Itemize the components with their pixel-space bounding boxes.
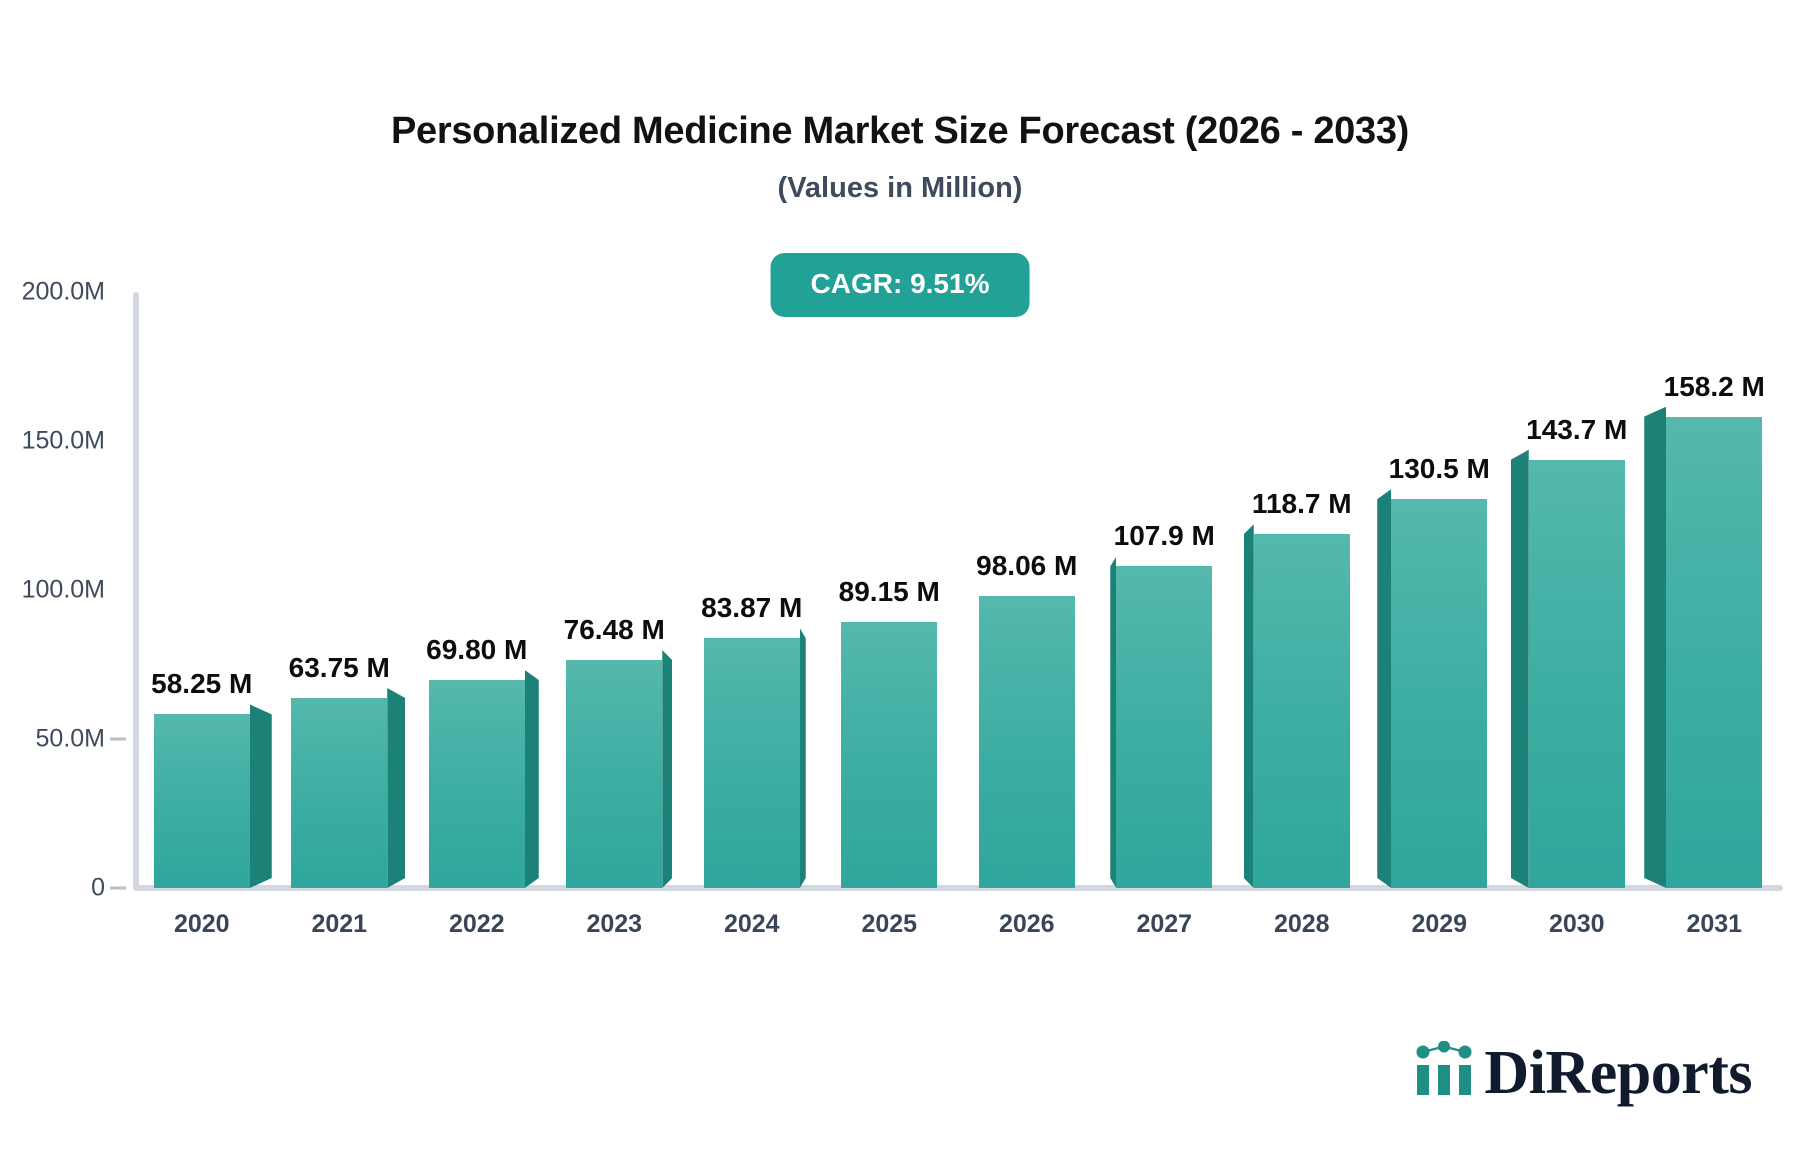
bar-side-face — [1110, 556, 1116, 888]
bar-value-label: 158.2 M — [1663, 370, 1765, 402]
bar-side-face — [250, 704, 272, 888]
x-tick-label-2031: 2031 — [1686, 910, 1743, 938]
bar-2029[interactable] — [1391, 499, 1488, 888]
bar-2023[interactable] — [566, 660, 662, 888]
bar-front-face — [566, 660, 663, 888]
bar-2026[interactable] — [978, 595, 1075, 888]
y-tick-label: 150.0M — [21, 426, 105, 455]
bar-value-label: 118.7 M — [1251, 488, 1352, 520]
y-tick-label: 200.0M — [21, 277, 105, 306]
bar-side-face — [800, 628, 806, 888]
bar-value-label: 130.5 M — [1388, 453, 1490, 485]
bar-2030[interactable] — [1529, 460, 1625, 888]
bar-value-label: 89.15 M — [838, 576, 940, 608]
bar-2025[interactable] — [841, 622, 938, 888]
bar-value-label: 58.25 M — [151, 668, 253, 700]
y-axis-line — [133, 292, 139, 888]
x-tick-label-2023: 2023 — [586, 910, 643, 938]
logo-text: DiReports — [1484, 1038, 1752, 1107]
bar-side-face — [662, 650, 672, 888]
y-tick-label: 100.0M — [21, 575, 105, 604]
x-tick-label-2020: 2020 — [173, 910, 230, 938]
x-tick-label-2022: 2022 — [448, 910, 505, 938]
bar-2021[interactable] — [291, 698, 387, 888]
bar-front-face — [1666, 416, 1763, 888]
y-tick-mark — [110, 886, 126, 890]
bar-side-face — [1377, 489, 1391, 888]
bar-side-face — [525, 670, 539, 888]
bar-2031[interactable] — [1666, 416, 1763, 888]
bar-front-face — [1528, 459, 1625, 888]
bar-value-label: 63.75 M — [288, 652, 390, 684]
bar-value-label: 107.9 M — [1113, 520, 1215, 552]
bar-front-face — [291, 698, 388, 888]
x-tick-label-2025: 2025 — [861, 910, 918, 938]
direports-logo: DiReports — [1414, 1038, 1752, 1107]
bar-front-face — [428, 680, 525, 888]
bar-2022[interactable] — [428, 680, 525, 888]
bar-value-label: 69.80 M — [426, 634, 528, 665]
x-tick-label-2027: 2027 — [1136, 910, 1193, 938]
x-tick-label-2029: 2029 — [1411, 910, 1468, 938]
bar-front-face — [703, 638, 800, 888]
bars-layer: 58.25 M 63.75 M 69.80 M 76.48 M 83.87 M 89.15… — [133, 0, 1783, 1156]
x-tick-label-2021: 2021 — [311, 910, 368, 938]
bar-2027[interactable] — [1116, 566, 1213, 888]
bar-value-label: 143.7 M — [1526, 413, 1628, 445]
cagr-badge: CAGR: 9.51% — [770, 253, 1030, 317]
bar-2024[interactable] — [703, 638, 800, 888]
bar-side-face — [1244, 524, 1254, 888]
bar-value-label: 83.87 M — [701, 592, 803, 624]
y-tick-label: 50.0M — [35, 724, 105, 753]
bar-side-face — [387, 688, 405, 888]
y-tick-label: 0 — [91, 873, 105, 902]
bar-front-face — [1116, 566, 1213, 888]
chart-subtitle: (Values in Million) — [777, 172, 1023, 204]
bar-front-face — [1391, 499, 1488, 888]
bar-2020[interactable] — [153, 714, 250, 888]
bar-chart-logo-icon — [1414, 1040, 1476, 1104]
x-tick-label-2028: 2028 — [1273, 910, 1330, 938]
x-tick-label-2030: 2030 — [1548, 910, 1605, 938]
x-tick-label-2026: 2026 — [998, 910, 1055, 938]
bar-side-face — [1644, 407, 1666, 888]
bar-value-label: 76.48 M — [563, 614, 665, 646]
bar-2028[interactable] — [1254, 534, 1350, 888]
x-axis-line — [133, 885, 1783, 891]
y-tick-mark — [110, 737, 126, 741]
chart-title: Personalized Medicine Market Size Foreca… — [390, 110, 1410, 152]
bar-side-face — [1511, 450, 1529, 888]
bar-front-face — [1253, 534, 1350, 888]
bar-front-face — [978, 595, 1075, 888]
bar-front-face — [841, 622, 938, 888]
x-tick-label-2024: 2024 — [723, 910, 780, 938]
bar-value-label: 98.06 M — [976, 549, 1078, 581]
bar-front-face — [153, 714, 250, 888]
